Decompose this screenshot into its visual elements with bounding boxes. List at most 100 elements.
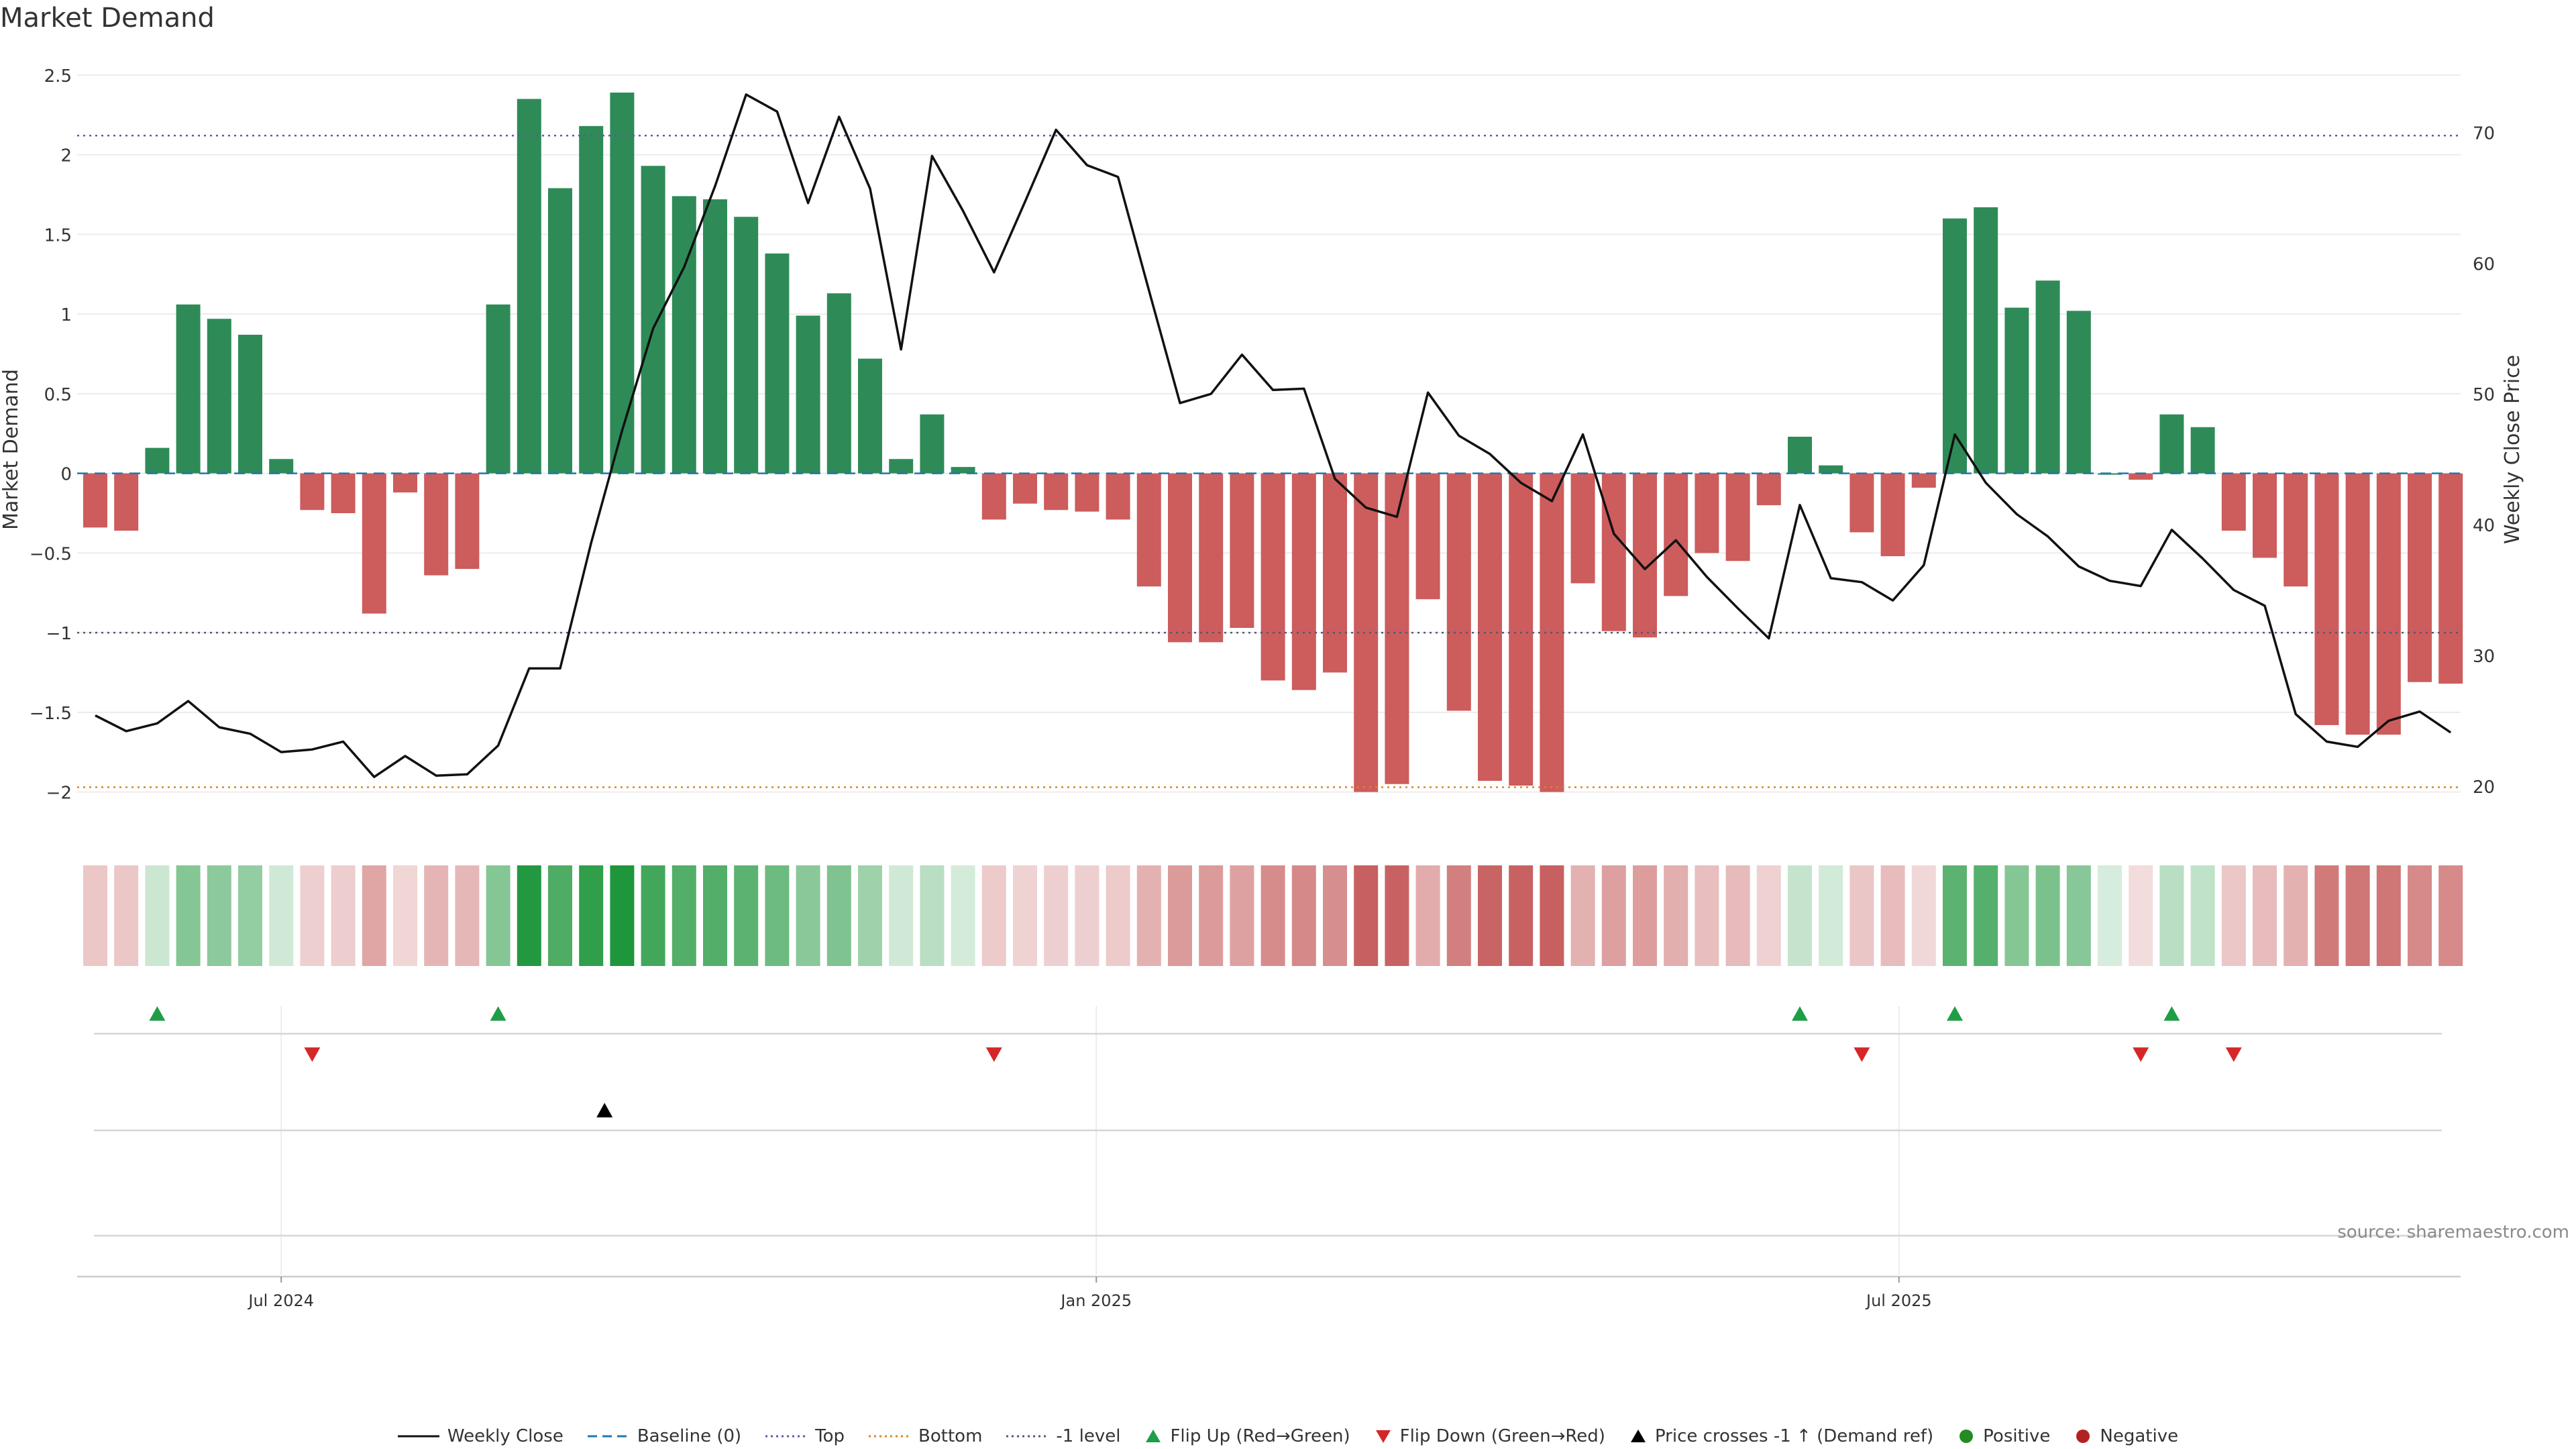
flip-up-marker xyxy=(1947,1006,1963,1021)
heat-cell xyxy=(238,865,262,966)
demand-bar xyxy=(1570,473,1595,584)
heat-cell xyxy=(920,865,945,966)
heat-cell xyxy=(424,865,449,966)
heat-cell xyxy=(765,865,790,966)
y-tick-label: 0.5 xyxy=(44,385,72,405)
demand-bar xyxy=(1725,473,1750,561)
demand-bar xyxy=(1075,473,1099,512)
demand-bar xyxy=(579,125,604,474)
flip-up-marker xyxy=(2163,1006,2180,1021)
demand-bar xyxy=(2190,427,2215,474)
demand-bar xyxy=(238,335,262,474)
heat-cell xyxy=(393,865,417,966)
y-tick-label: 2.5 xyxy=(44,66,72,87)
demand-bar xyxy=(703,199,727,474)
heat-cell xyxy=(1633,865,1657,966)
demand-bar xyxy=(2438,473,2463,684)
legend-item: Baseline (0) xyxy=(587,1426,742,1446)
heat-cell xyxy=(2098,865,2122,966)
legend-label: Negative xyxy=(2100,1426,2179,1446)
flip-down-marker xyxy=(304,1047,321,1062)
legend-item: Price crosses -1 ↑ (Demand ref) xyxy=(1629,1426,1933,1446)
y-tick-label: 1 xyxy=(60,305,72,325)
heat-cell xyxy=(2253,865,2277,966)
y-tick-label: −1 xyxy=(46,624,72,644)
heat-cell xyxy=(2035,865,2060,966)
y2-tick-label: 60 xyxy=(2473,254,2495,274)
heat-cell xyxy=(1788,865,1812,966)
demand-bar xyxy=(2314,473,2339,725)
heat-cell xyxy=(1849,865,1874,966)
flip-down-marker xyxy=(1854,1047,1870,1062)
y2-axis-label: Weekly Close Price xyxy=(2501,355,2524,544)
heat-cell xyxy=(548,865,572,966)
heat-cell xyxy=(455,865,480,966)
heat-cell xyxy=(981,865,1006,966)
demand-bar xyxy=(610,93,635,474)
x-tick-label: Jul 2025 xyxy=(1865,1291,1932,1310)
demand-bar xyxy=(362,473,386,614)
demand-bar xyxy=(1974,207,1998,474)
heat-cell xyxy=(641,865,665,966)
demand-bar xyxy=(920,414,945,474)
heat-cell xyxy=(362,865,386,966)
flip-down-marker xyxy=(2225,1047,2242,1062)
heat-cell xyxy=(610,865,635,966)
flip-up-marker xyxy=(149,1006,166,1021)
demand-bar xyxy=(765,253,790,474)
legend-item: Weekly Close xyxy=(397,1426,564,1446)
heat-cell xyxy=(1943,865,1967,966)
heat-cell xyxy=(1570,865,1595,966)
flip-up-marker xyxy=(1792,1006,1808,1021)
heat-cell xyxy=(2159,865,2184,966)
legend-symbol-icon xyxy=(587,1435,629,1438)
y2-tick-label: 70 xyxy=(2473,123,2495,144)
y2-tick-label: 40 xyxy=(2473,516,2495,536)
heat-cell xyxy=(1601,865,1626,966)
heat-cell xyxy=(1385,865,1409,966)
heat-cell xyxy=(1230,865,1254,966)
legend-item: Bottom xyxy=(869,1426,982,1446)
demand-bar xyxy=(858,358,882,474)
y2-tick-label: 20 xyxy=(2473,777,2495,798)
heat-cell xyxy=(2408,865,2432,966)
y-tick-label: 0 xyxy=(60,465,72,485)
heat-cell xyxy=(1013,865,1037,966)
demand-bar xyxy=(981,473,1006,520)
heat-cell xyxy=(858,865,882,966)
legend-symbol-icon xyxy=(397,1435,439,1438)
demand-bar xyxy=(114,473,139,531)
heat-cell xyxy=(1725,865,1750,966)
heat-cell xyxy=(114,865,139,966)
demand-bar xyxy=(2408,473,2432,682)
demand-bar xyxy=(2159,414,2184,474)
chart-legend: Weekly Close Baseline (0) Top Bottom -1 leve… xyxy=(0,1426,2576,1446)
demand-bar xyxy=(1199,473,1224,643)
heat-cell xyxy=(1664,865,1688,966)
heat-cell xyxy=(2129,865,2153,966)
heat-cell xyxy=(1695,865,1719,966)
y-tick-label: −0.5 xyxy=(30,544,72,564)
legend-item: Positive xyxy=(1957,1426,2050,1446)
demand-bar xyxy=(83,473,107,528)
heat-cell xyxy=(1075,865,1099,966)
source-credit: source: sharemaestro.com xyxy=(2337,1222,2569,1242)
price-cross-marker xyxy=(596,1103,613,1118)
demand-bar xyxy=(1633,473,1657,638)
demand-bar xyxy=(1819,465,1843,474)
chart-title: Market Demand xyxy=(0,3,215,34)
legend-label: Flip Up (Red→Green) xyxy=(1170,1426,1350,1446)
demand-bar xyxy=(826,293,851,474)
heat-cell xyxy=(1446,865,1471,966)
demand-bar xyxy=(1044,473,1069,511)
demand-bar xyxy=(1509,473,1534,786)
heat-cell xyxy=(826,865,851,966)
heat-cell xyxy=(2438,865,2463,966)
y2-tick-label: 50 xyxy=(2473,385,2495,405)
demand-bar xyxy=(207,319,231,474)
legend-label: Baseline (0) xyxy=(637,1426,742,1446)
heat-cell xyxy=(1323,865,1347,966)
heat-cell xyxy=(796,865,820,966)
heat-cell xyxy=(1199,865,1224,966)
demand-bar xyxy=(734,217,759,474)
